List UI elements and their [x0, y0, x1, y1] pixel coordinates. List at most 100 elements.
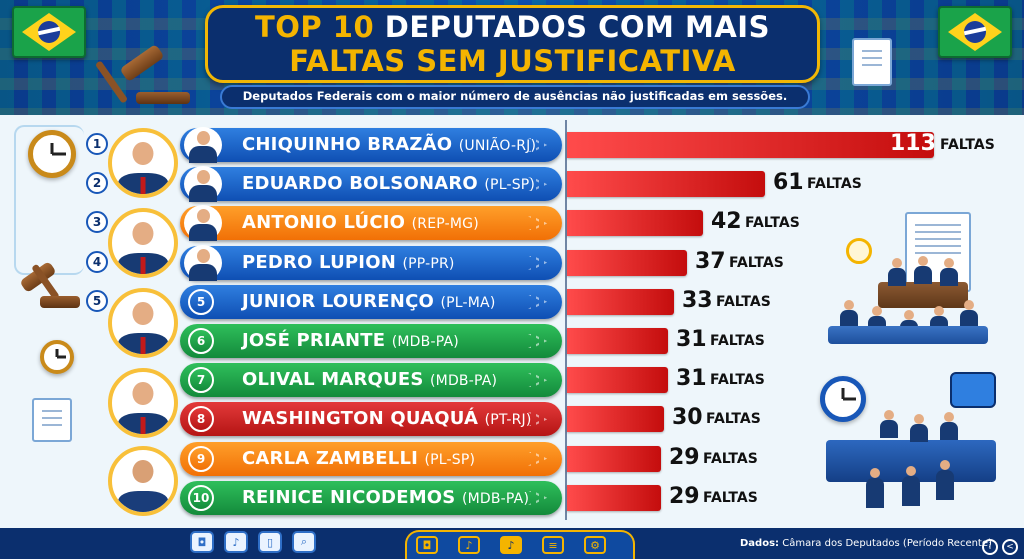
chart-bar [567, 249, 687, 276]
bar-value-label: 31 [676, 366, 707, 392]
bar-unit-label: FALTAS [703, 450, 758, 467]
deputy-label-bar [180, 480, 562, 515]
bar-unit-label: FALTAS [706, 411, 761, 428]
rank-badge-inner: 7 [188, 367, 214, 394]
person-icon [936, 460, 958, 500]
deputy-name: OLIVAL MARQUES (MDB-PA) [242, 369, 497, 390]
person-icon [888, 258, 906, 286]
avatar [108, 368, 178, 438]
info-icon: i [982, 539, 998, 555]
deputy-party: (REP-MG) [411, 216, 479, 233]
deputy-photo-icon [184, 205, 222, 242]
deputy-label-bar [180, 284, 562, 319]
brazil-flag-right [938, 6, 1012, 58]
deputy-name-text: CHIQUINHO BRAZÃO [242, 134, 459, 155]
deputy-name-text: ANTONIO LÚCIO [242, 212, 412, 234]
deputy-label-bar [180, 245, 562, 280]
title-plate [205, 5, 820, 83]
rank-badge: 4 [86, 250, 108, 273]
bar-value-label: 29 [669, 483, 700, 509]
deputy-name: ANTONIO LÚCIO (REP-MG) [242, 212, 479, 233]
clock-icon [28, 130, 76, 178]
chart-bar [567, 484, 661, 511]
chart-bar [567, 445, 661, 472]
brazil-flag-left [12, 6, 86, 58]
deputy-name-text: PEDRO LUPION [242, 251, 403, 273]
bar-value-label: 37 [695, 248, 726, 274]
source-note: Dados: Câmara dos Deputados (Período Rec… [740, 538, 992, 549]
avatar [108, 128, 178, 198]
deputy-name-text: WASHINGTON QUAQUÁ [242, 408, 485, 430]
deputy-party: (PP-PR) [402, 255, 455, 272]
bar-unit-label: FALTAS [729, 254, 784, 271]
subtitle: Deputados Federais com o maior número de… [242, 89, 788, 103]
chart-bar [567, 288, 674, 315]
document-icon-left [32, 398, 72, 442]
deputy-name-text: REINICE NICODEMOS [242, 486, 462, 508]
bar-value-label: 61 [773, 170, 804, 196]
microphone-icon: ♪ [224, 531, 248, 553]
rank-badge-inner: 5 [188, 288, 214, 315]
deputy-photo-icon [184, 244, 222, 281]
document-icon [852, 38, 892, 86]
search-document-icon: ⌕ [292, 531, 316, 553]
deputy-label-bar [180, 167, 562, 202]
share-icon: < [1002, 539, 1018, 555]
deputy-name-text: JUNIOR LOURENÇO [242, 290, 441, 312]
title-rest: DEPUTADOS COM MAIS [384, 10, 770, 44]
rank-badge: 3 [86, 211, 108, 234]
document-icon: ≡ [542, 536, 564, 554]
person-icon [914, 256, 932, 284]
bar-value-label: 29 [669, 444, 700, 470]
deputy-party: (PL-SP) [424, 451, 476, 468]
deputy-name: WASHINGTON QUAQUÁ (PT-RJ) [242, 408, 532, 429]
deputy-name: CARLA ZAMBELLI (PL-SP) [242, 448, 475, 469]
person-icon [866, 468, 888, 508]
deputy-name: REINICE NICODEMOS (MDB-PA) [242, 487, 529, 508]
rank-badge-inner: 10 [188, 484, 214, 511]
rank-badge: 5 [86, 289, 108, 312]
bar-value-label: 42 [711, 209, 742, 235]
deputy-name: JUNIOR LOURENÇO (PL-MA) [242, 291, 495, 312]
bar-unit-label: FALTAS [807, 176, 862, 193]
rank-badge-inner: 9 [188, 445, 214, 472]
chart-bar [567, 132, 934, 158]
rank-badge-inner: 8 [188, 406, 214, 433]
coin-icon [846, 238, 872, 264]
person-icon [940, 412, 958, 440]
deputy-photo-icon [184, 166, 222, 203]
clock-icon-small [40, 340, 74, 374]
rank-badge: 1 [86, 133, 108, 155]
court-bench [878, 282, 968, 308]
bar-value-label: 33 [682, 287, 713, 313]
deputy-name-text: CARLA ZAMBELLI [242, 447, 425, 469]
avatar [108, 288, 178, 358]
bar-value-label: 30 [672, 405, 703, 431]
deputy-label-bar [180, 402, 562, 437]
page-title-line2: FALTAS SEM JUSTIFICATIVA [289, 44, 736, 78]
bar-unit-label: FALTAS [745, 215, 800, 232]
subtitle-plate [220, 85, 810, 109]
person-icon [902, 466, 924, 506]
camera-icon: ◘ [190, 531, 214, 553]
clock-icon-right [820, 376, 866, 422]
document-settings-icon: ⚙ [584, 536, 606, 554]
chart-bar [567, 328, 668, 354]
gavel-base [136, 92, 190, 104]
microphone-icon: ♪ [458, 536, 480, 554]
deputy-party: (MDB-PA) [391, 334, 459, 350]
person-icon [880, 410, 898, 438]
bar-unit-label: FALTAS [710, 333, 765, 349]
camera-icon: ◘ [416, 536, 438, 554]
avatar [108, 208, 178, 278]
deputy-party: (PL-SP) [484, 177, 536, 194]
phone-icon: ▯ [258, 531, 282, 553]
deputy-party: (PT-RJ) [484, 412, 532, 429]
avatar [108, 446, 178, 516]
deputy-name-text: OLIVAL MARQUES [242, 369, 430, 391]
seats-row [828, 326, 988, 344]
deputy-party: (MDB-PA) [430, 373, 498, 390]
chart-axis [565, 120, 567, 520]
bar-value-label: 113 [890, 131, 936, 156]
